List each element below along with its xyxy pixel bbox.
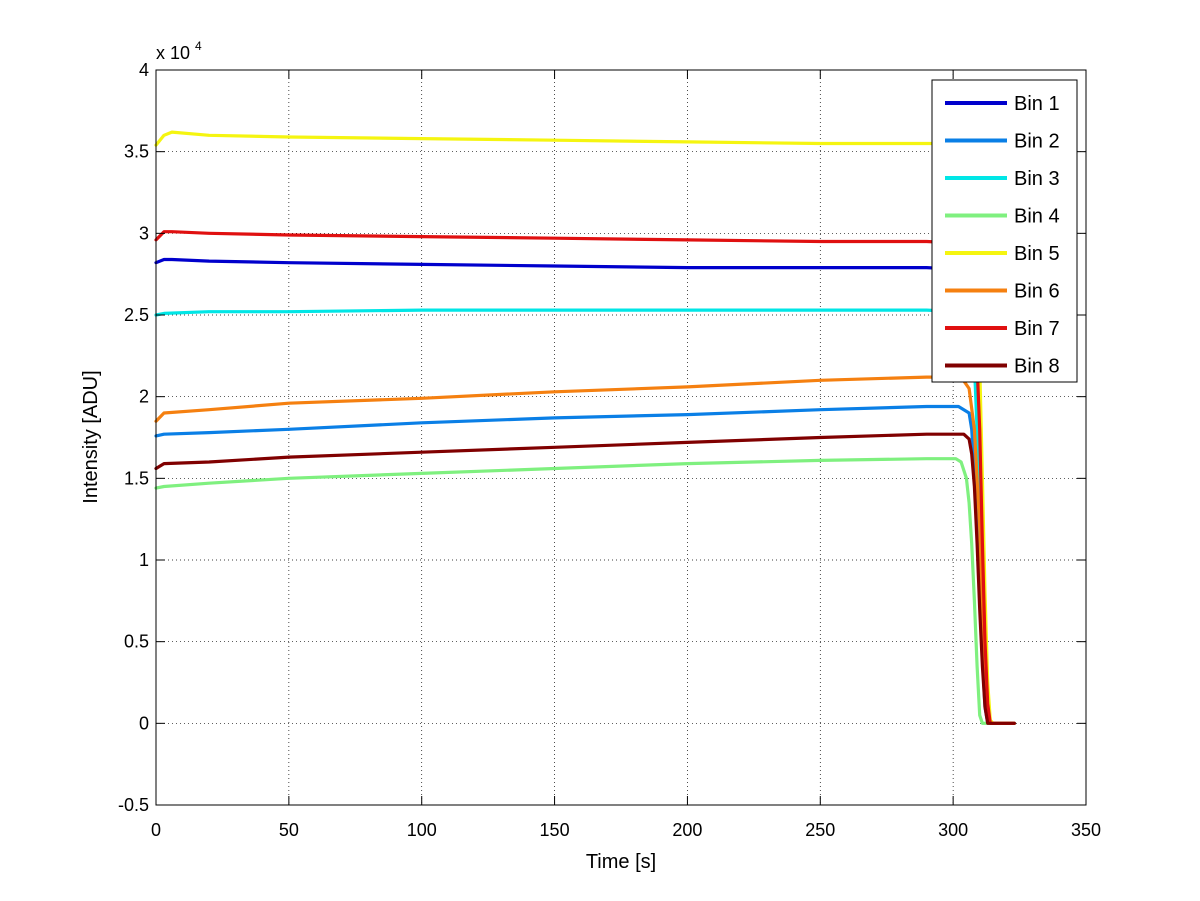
plot-area: [156, 70, 1086, 805]
x-tick-label: 150: [540, 820, 570, 840]
y-tick-label: 2: [139, 387, 149, 407]
y-exponent-base: x 10: [156, 43, 190, 63]
tick-labels: 0 50 100 150 200 250 300 350-0.500.511.522.533.…: [118, 60, 1101, 840]
y-tick-label: 1.5: [124, 468, 149, 488]
legend-label-bin-6: Bin 6: [1014, 281, 1060, 303]
plot-frame: [155, 69, 1087, 806]
axis-ticks: [155, 69, 1087, 806]
x-tick-label: 250: [805, 820, 835, 840]
y-tick-label: 1: [139, 550, 149, 570]
y-axis-label: Intensity [ADU]: [80, 370, 102, 503]
x-tick-label: 350: [1071, 820, 1101, 840]
x-tick-label: 300: [938, 820, 968, 840]
series-lines: [154, 130, 1016, 725]
x-tick-label: 0: [151, 820, 161, 840]
legend-label-bin-3: Bin 3: [1014, 168, 1060, 190]
grid: [156, 70, 1086, 805]
legend-label-bin-8: Bin 8: [1014, 356, 1060, 378]
legend-label-bin-2: Bin 2: [1014, 131, 1060, 153]
y-tick-label: 3: [139, 223, 149, 243]
legend-label-bin-7: Bin 7: [1014, 318, 1060, 340]
y-exponent-label: x 10 4: [156, 39, 202, 63]
x-axis-label: Time [s]: [586, 851, 656, 873]
y-tick-label: 0.5: [124, 632, 149, 652]
y-tick-label: 2.5: [124, 305, 149, 325]
y-tick-label: -0.5: [118, 795, 149, 815]
y-tick-label: 4: [139, 60, 149, 80]
x-tick-label: 200: [672, 820, 702, 840]
series-line-bin-7: [154, 230, 1016, 725]
legend-label-bin-1: Bin 1: [1014, 93, 1060, 115]
series-line-bin-4: [154, 457, 1016, 725]
legend-label-bin-4: Bin 4: [1014, 206, 1060, 228]
y-tick-label: 3.5: [124, 142, 149, 162]
legend-entries: Bin 1 Bin 2 Bin 3 Bin 4 Bin 5 Bin 6 Bin 7 Bin 8: [945, 93, 1060, 378]
legend-label-bin-5: Bin 5: [1014, 243, 1060, 265]
x-tick-label: 100: [407, 820, 437, 840]
series-line-bin-8: [154, 432, 1016, 725]
y-exponent-power: 4: [195, 39, 202, 53]
y-tick-label: 0: [139, 713, 149, 733]
legend: Bin 1 Bin 2 Bin 3 Bin 4 Bin 5 Bin 6 Bin 7 Bin 8: [931, 79, 1078, 383]
x-tick-label: 50: [279, 820, 299, 840]
legend-box: [931, 79, 1078, 383]
